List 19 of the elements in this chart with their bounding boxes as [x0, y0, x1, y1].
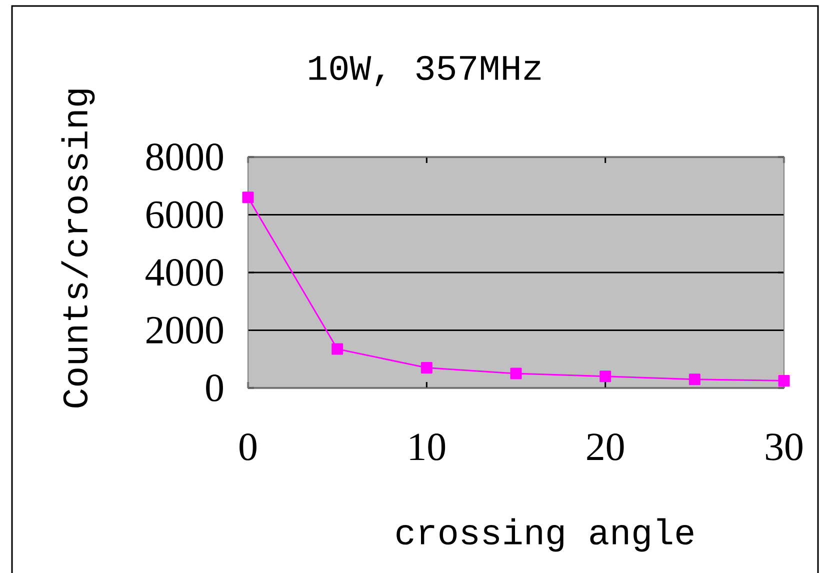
point: [420, 362, 432, 374]
x-axis-title: crossing angle: [396, 518, 694, 552]
y-tick-label: 8000: [146, 144, 223, 170]
y-tick-label: 6000: [146, 201, 223, 228]
x-tick-label: 30: [766, 434, 802, 460]
y-axis-title: Counts/crossing: [61, 90, 95, 408]
x-tick-label: 0: [240, 434, 256, 460]
x-tick-label: 20: [587, 434, 624, 460]
point: [688, 374, 700, 386]
chart-title: 10W, 357MHz: [309, 56, 541, 86]
point: [332, 343, 344, 355]
y-tick-label: 4000: [146, 259, 223, 286]
point: [510, 368, 522, 380]
y-tick-label: 2000: [146, 316, 223, 344]
point: [600, 370, 612, 382]
point: [778, 375, 790, 387]
point: [242, 192, 254, 204]
x-tick-label: 10: [410, 434, 446, 460]
y-tick-label: 0: [206, 374, 223, 402]
